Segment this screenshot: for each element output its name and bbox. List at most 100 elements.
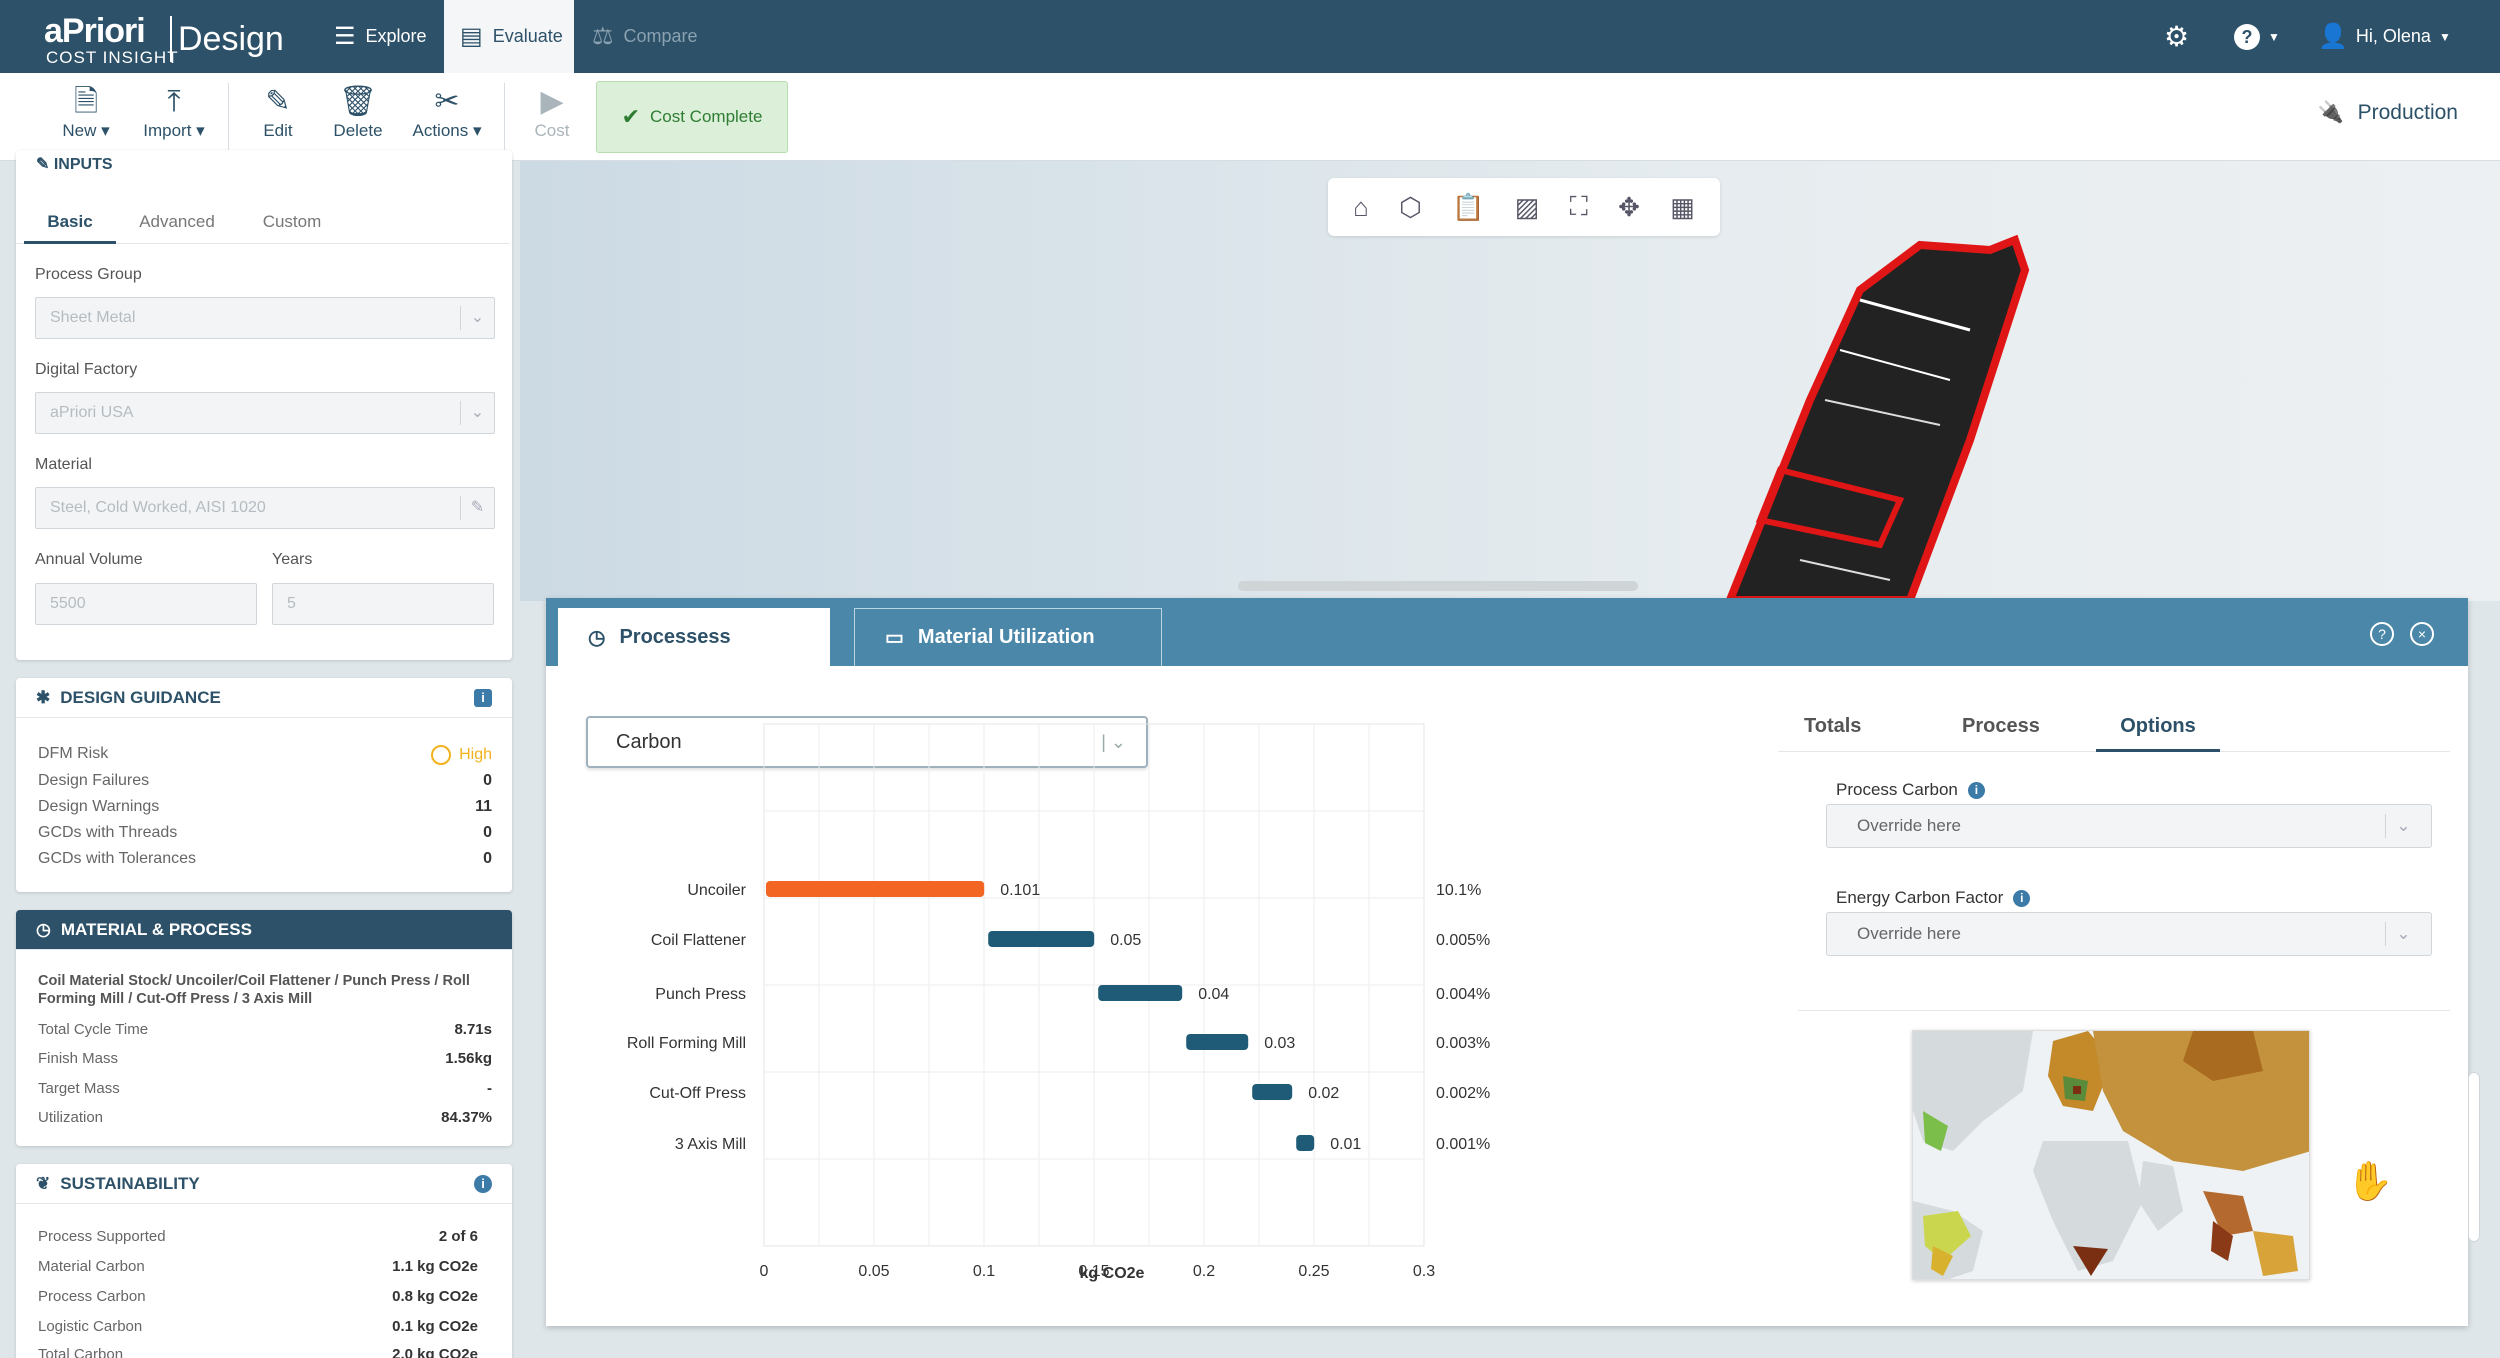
clipboard-icon[interactable]: 📋 xyxy=(1452,191,1485,222)
part-model[interactable] xyxy=(520,161,2500,604)
tab-custom[interactable]: Custom xyxy=(262,212,322,231)
help-icon: ? xyxy=(2234,23,2260,50)
tab-processes[interactable]: ◷ Processess xyxy=(558,608,830,666)
nav-tab-compare[interactable]: ⚖ Compare xyxy=(576,0,714,73)
edit-label: Edit xyxy=(263,121,293,140)
process-carbon-placeholder: Override here xyxy=(1857,816,1961,835)
modal-header: ◷ Processess ▭ Material Utilization ? × xyxy=(546,598,2468,666)
metric-select[interactable]: Carbon | ⌄ xyxy=(586,716,1148,768)
scenario-indicator[interactable]: 🔌 Production xyxy=(2317,101,2458,125)
tab-advanced[interactable]: Advanced xyxy=(139,212,215,231)
cost-label: Cost xyxy=(534,121,570,140)
logo-design: Design xyxy=(178,20,284,58)
list-item: Design Warnings 11 xyxy=(38,798,492,816)
percent-label: 0.005% xyxy=(1436,932,1490,949)
digital-factory-label: Digital Factory xyxy=(35,361,138,378)
pencil-icon[interactable]: ✎ xyxy=(460,496,494,520)
info-icon[interactable]: i xyxy=(1967,781,1985,799)
list-item: Total Carbon 2.0 kg CO2e xyxy=(38,1346,478,1358)
close-icon[interactable]: × xyxy=(2410,622,2434,646)
x-tick-label: 0.3 xyxy=(1413,1263,1435,1280)
delete-button[interactable]: 🗑 Delete xyxy=(318,83,398,153)
orbit-icon[interactable]: ✥ xyxy=(1618,191,1640,222)
material-field[interactable]: Steel, Cold Worked, AISI 1020 ✎ xyxy=(35,487,495,529)
carbon-world-map[interactable] xyxy=(1912,1030,2310,1280)
new-file-icon: 🗎 xyxy=(73,85,99,118)
actions-button[interactable]: ✂ Actions ▾ xyxy=(404,83,490,153)
row-value: 11 xyxy=(475,798,492,815)
process-group-label: Process Group xyxy=(35,266,142,283)
inputs-title-text: INPUTS xyxy=(53,156,113,173)
top-nav-bar: aPriori COST INSIGHT Design ☰ Explore ▤ … xyxy=(0,0,2500,73)
row-label: Design Warnings xyxy=(38,798,160,815)
tab-material-utilization[interactable]: ▭ Material Utilization xyxy=(854,608,1162,666)
annual-volume-label: Annual Volume xyxy=(35,551,143,568)
years-input[interactable]: 5 xyxy=(272,583,494,625)
row-label: Total Cycle Time xyxy=(38,1021,149,1038)
row-label: Process Carbon xyxy=(38,1288,146,1305)
fit-view-icon[interactable]: ⛶ xyxy=(1569,191,1588,221)
info-icon[interactable]: i xyxy=(2013,889,2031,907)
help-icon[interactable]: ? xyxy=(2370,622,2394,646)
import-button[interactable]: ⤒ Import ▾ xyxy=(134,83,214,153)
help-menu-button[interactable]: ? ▼ xyxy=(2234,0,2280,73)
bar-punch-press xyxy=(1098,985,1183,1001)
bar-uncoiler xyxy=(766,881,985,897)
digital-factory-select[interactable]: aPriori USA ⌄ xyxy=(35,392,495,434)
sustainability-header[interactable]: ❦ SUSTAINABILITY i xyxy=(16,1164,512,1204)
list-item: Finish Mass 1.56kg xyxy=(38,1050,492,1067)
energy-carbon-input[interactable]: Override here ⌄ xyxy=(1826,912,2432,956)
tab-totals[interactable]: Totals xyxy=(1804,715,1862,737)
logo-divider xyxy=(170,16,172,62)
metric-select-value: Carbon xyxy=(616,731,682,753)
tab-basic[interactable]: Basic xyxy=(24,200,116,244)
material-process-header[interactable]: ◷ MATERIAL & PROCESS xyxy=(16,910,512,950)
dfm-risk-badge: High xyxy=(431,745,492,765)
value-label: 0.05 xyxy=(1110,932,1141,949)
options-divider xyxy=(1798,1010,2450,1011)
grid-cube-icon[interactable]: ▦ xyxy=(1670,191,1695,222)
tab-process[interactable]: Process xyxy=(1962,715,2040,737)
info-icon[interactable]: i xyxy=(474,1174,492,1193)
edit-button[interactable]: ✎ Edit xyxy=(238,83,318,153)
bar-roll-forming-mill xyxy=(1186,1034,1249,1050)
plug-icon: 🔌 xyxy=(2317,101,2344,124)
section-view-icon[interactable]: ▨ xyxy=(1514,191,1540,222)
actions-label: Actions xyxy=(412,121,469,140)
nav-tab-evaluate[interactable]: ▤ Evaluate xyxy=(444,0,574,73)
import-label: Import xyxy=(143,121,192,140)
years-label: Years xyxy=(272,551,313,568)
action-toolbar: 🗎 New ▾ ⤒ Import ▾ ✎ Edit 🗑 Delete ✂ Act… xyxy=(0,73,2500,161)
row-label: GCDs with Threads xyxy=(38,824,178,841)
bar-3-axis-mill xyxy=(1296,1135,1315,1151)
row-value: 1.56kg xyxy=(445,1050,492,1067)
design-guidance-header[interactable]: ✱ DESIGN GUIDANCE i xyxy=(16,678,512,718)
row-label: Material Carbon xyxy=(38,1258,145,1275)
cube-view-icon[interactable]: ⬡ xyxy=(1399,191,1422,222)
new-button[interactable]: 🗎 New ▾ xyxy=(46,83,126,153)
category-label: Uncoiler xyxy=(687,882,746,899)
viewport-scrollbar[interactable] xyxy=(1238,581,1638,591)
process-carbon-input[interactable]: Override here ⌄ xyxy=(1826,804,2432,848)
home-view-icon[interactable]: ⌂ xyxy=(1353,191,1369,222)
nav-tab-explore[interactable]: ☰ Explore xyxy=(318,0,443,73)
app-logo[interactable]: aPriori COST INSIGHT Design xyxy=(44,10,284,67)
category-labels: Uncoiler Coil Flattener Punch Press Roll Fo… xyxy=(627,882,747,1153)
energy-carbon-label-text: Energy Carbon Factor xyxy=(1836,888,2004,907)
settings-button[interactable]: ⚙ xyxy=(2164,0,2189,73)
chevron-down-icon: ⌄ xyxy=(460,306,494,330)
user-menu-button[interactable]: 👤 Hi, Olena ▼ xyxy=(2318,0,2451,73)
x-tick-labels: 0 0.05 0.1 0.15 0.2 0.25 0.3 xyxy=(760,1263,1436,1280)
list-item: Design Failures 0 xyxy=(38,772,492,790)
percent-label: 0.002% xyxy=(1436,1085,1490,1102)
bar-cut-off-press xyxy=(1252,1084,1293,1100)
cost-button[interactable]: ▶ Cost xyxy=(512,83,592,153)
side-scrollbar[interactable] xyxy=(2468,1072,2480,1242)
row-value: 0 xyxy=(483,824,492,841)
process-group-select[interactable]: Sheet Metal ⌄ xyxy=(35,297,495,339)
tab-options[interactable]: Options xyxy=(2096,708,2220,752)
annual-volume-input[interactable]: 5500 xyxy=(35,583,257,625)
info-icon[interactable]: i xyxy=(474,688,492,707)
dfm-risk-label: DFM Risk xyxy=(38,745,109,762)
nav-tab-label: Evaluate xyxy=(492,26,563,46)
